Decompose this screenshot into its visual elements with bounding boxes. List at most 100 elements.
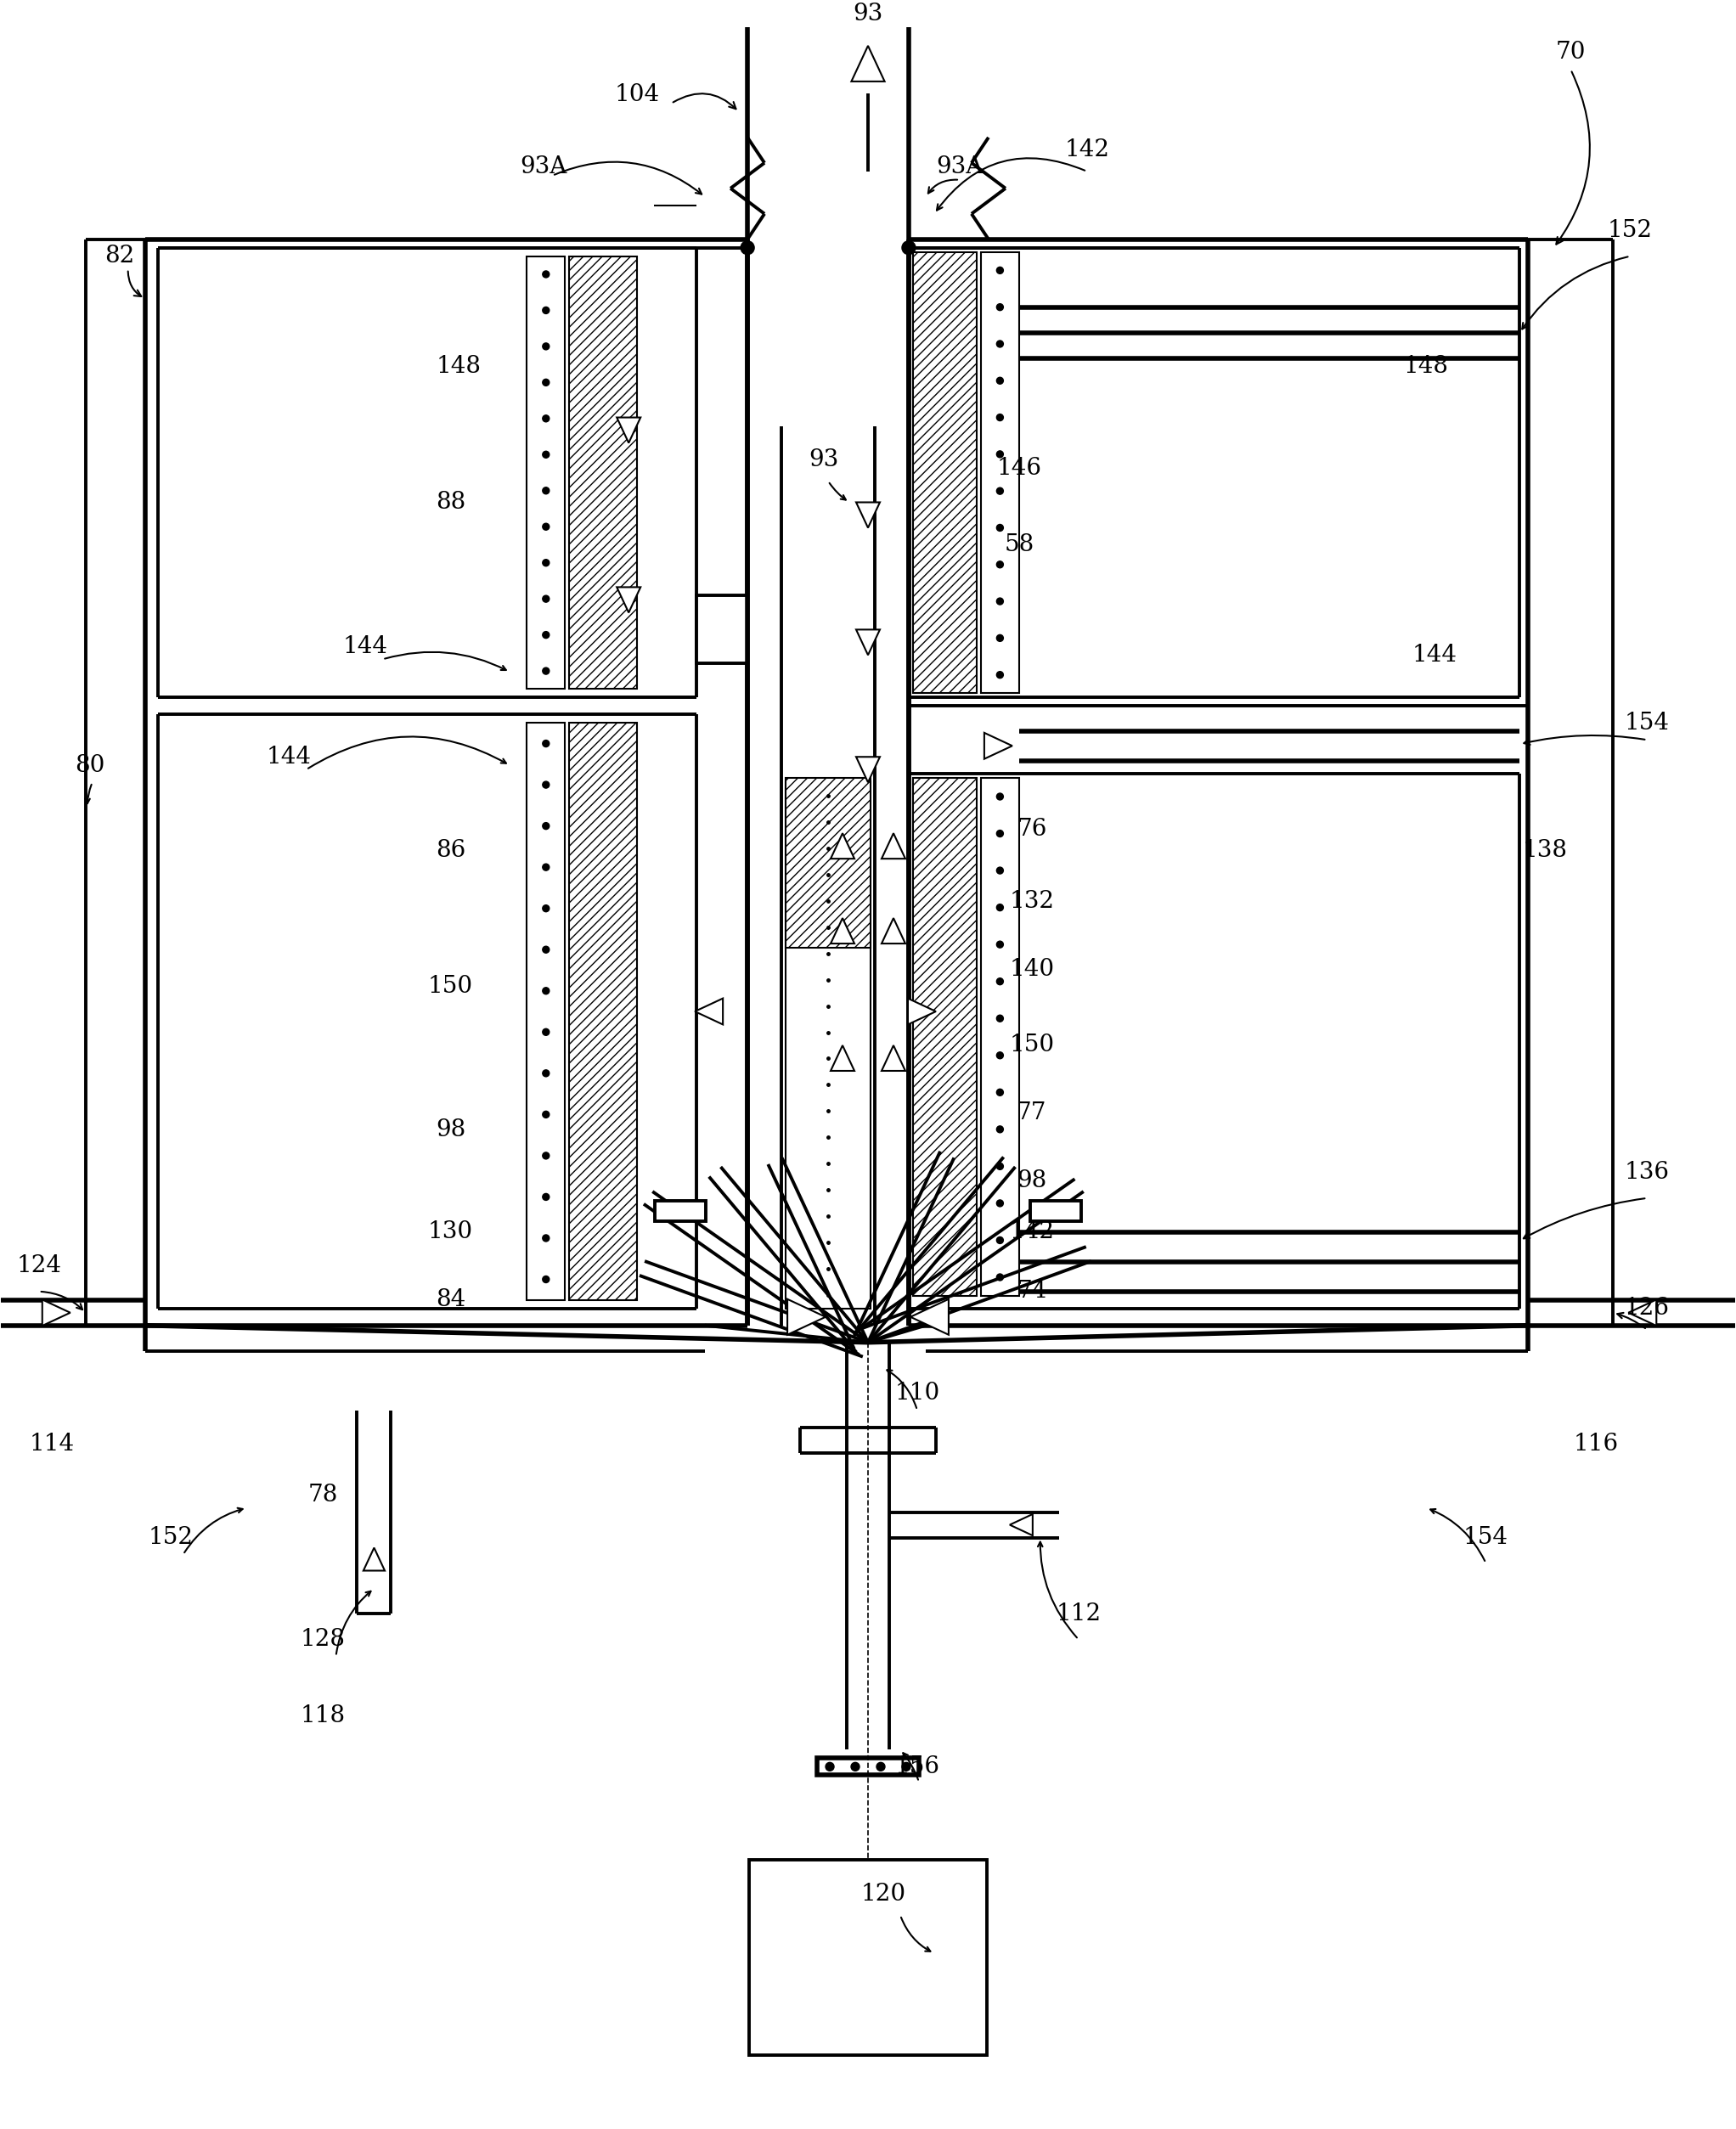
Circle shape: [996, 524, 1003, 530]
Circle shape: [996, 1052, 1003, 1058]
Polygon shape: [830, 832, 854, 858]
Circle shape: [996, 1162, 1003, 1169]
Text: 70: 70: [1555, 40, 1585, 64]
Text: 126: 126: [1625, 1297, 1670, 1320]
Text: 86: 86: [436, 839, 465, 862]
Text: 156: 156: [894, 1754, 939, 1778]
Text: 130: 130: [427, 1220, 472, 1243]
Circle shape: [543, 524, 549, 530]
Circle shape: [543, 741, 549, 747]
Text: 128: 128: [300, 1629, 345, 1650]
Text: 124: 124: [16, 1254, 61, 1277]
Bar: [569, 724, 637, 1301]
Polygon shape: [1010, 1514, 1033, 1535]
Circle shape: [996, 451, 1003, 458]
Text: 58: 58: [1003, 532, 1035, 556]
Polygon shape: [830, 1045, 854, 1071]
Text: 146: 146: [996, 458, 1042, 479]
Text: 144: 144: [267, 745, 312, 769]
Circle shape: [543, 1028, 549, 1035]
Text: 118: 118: [300, 1705, 345, 1727]
Polygon shape: [363, 1548, 385, 1571]
Circle shape: [877, 1763, 885, 1771]
Circle shape: [543, 1275, 549, 1284]
Circle shape: [851, 1763, 859, 1771]
Text: 114: 114: [30, 1433, 75, 1456]
Circle shape: [996, 1201, 1003, 1207]
Polygon shape: [984, 732, 1012, 758]
Polygon shape: [908, 999, 936, 1024]
Circle shape: [996, 867, 1003, 873]
Circle shape: [543, 307, 549, 313]
Bar: [526, 255, 564, 690]
Circle shape: [996, 794, 1003, 801]
Circle shape: [996, 598, 1003, 605]
Text: 112: 112: [1055, 1603, 1101, 1624]
Circle shape: [543, 451, 549, 458]
Polygon shape: [42, 1299, 69, 1326]
Bar: [569, 255, 637, 690]
Circle shape: [543, 988, 549, 994]
Text: 136: 136: [1625, 1160, 1670, 1184]
Circle shape: [996, 977, 1003, 986]
Text: 148: 148: [1404, 356, 1450, 379]
Bar: [786, 777, 870, 947]
Bar: [786, 781, 870, 1309]
Circle shape: [543, 488, 549, 494]
Text: 76: 76: [1017, 818, 1047, 841]
Text: 98: 98: [1017, 1169, 1047, 1192]
Circle shape: [996, 562, 1003, 568]
Circle shape: [543, 632, 549, 639]
Text: 142: 142: [1064, 138, 1109, 162]
Text: 116: 116: [1573, 1433, 1618, 1456]
Text: 152: 152: [148, 1526, 193, 1550]
Text: 138: 138: [1522, 839, 1568, 862]
Text: 132: 132: [1009, 890, 1054, 913]
Circle shape: [996, 304, 1003, 311]
Circle shape: [543, 343, 549, 349]
Circle shape: [996, 488, 1003, 494]
Text: 152: 152: [1608, 219, 1653, 243]
Circle shape: [996, 1088, 1003, 1096]
Circle shape: [543, 945, 549, 954]
Circle shape: [996, 1237, 1003, 1243]
Circle shape: [543, 1235, 549, 1241]
Circle shape: [996, 830, 1003, 837]
Polygon shape: [910, 1299, 948, 1335]
Circle shape: [543, 781, 549, 788]
Polygon shape: [1628, 1299, 1656, 1326]
Circle shape: [543, 905, 549, 911]
Text: 154: 154: [1625, 711, 1670, 735]
Circle shape: [543, 822, 549, 830]
Circle shape: [826, 1763, 833, 1771]
Text: 150: 150: [427, 975, 472, 999]
Text: 78: 78: [309, 1484, 339, 1507]
Text: 84: 84: [436, 1288, 465, 1311]
Polygon shape: [616, 417, 641, 443]
Text: 98: 98: [436, 1118, 465, 1141]
Circle shape: [996, 941, 1003, 947]
Polygon shape: [851, 47, 885, 81]
Bar: [981, 777, 1019, 1297]
Circle shape: [903, 241, 915, 255]
Polygon shape: [856, 630, 880, 656]
Text: 93A: 93A: [936, 155, 983, 179]
Bar: [981, 251, 1019, 694]
Circle shape: [996, 341, 1003, 347]
Text: 80: 80: [75, 754, 104, 777]
Text: 140: 140: [1009, 958, 1054, 981]
Polygon shape: [830, 918, 854, 943]
Text: 93: 93: [852, 2, 884, 26]
Circle shape: [996, 413, 1003, 422]
Polygon shape: [788, 1299, 826, 1335]
Circle shape: [543, 1152, 549, 1158]
Text: 142: 142: [1009, 1220, 1054, 1243]
Polygon shape: [616, 588, 641, 613]
Text: 93: 93: [809, 449, 838, 471]
Text: 144: 144: [1413, 643, 1458, 666]
Text: 150: 150: [1009, 1035, 1054, 1056]
Bar: [913, 777, 977, 1297]
Bar: [750, 1861, 986, 2054]
Text: 120: 120: [861, 1882, 906, 1905]
Circle shape: [996, 266, 1003, 275]
